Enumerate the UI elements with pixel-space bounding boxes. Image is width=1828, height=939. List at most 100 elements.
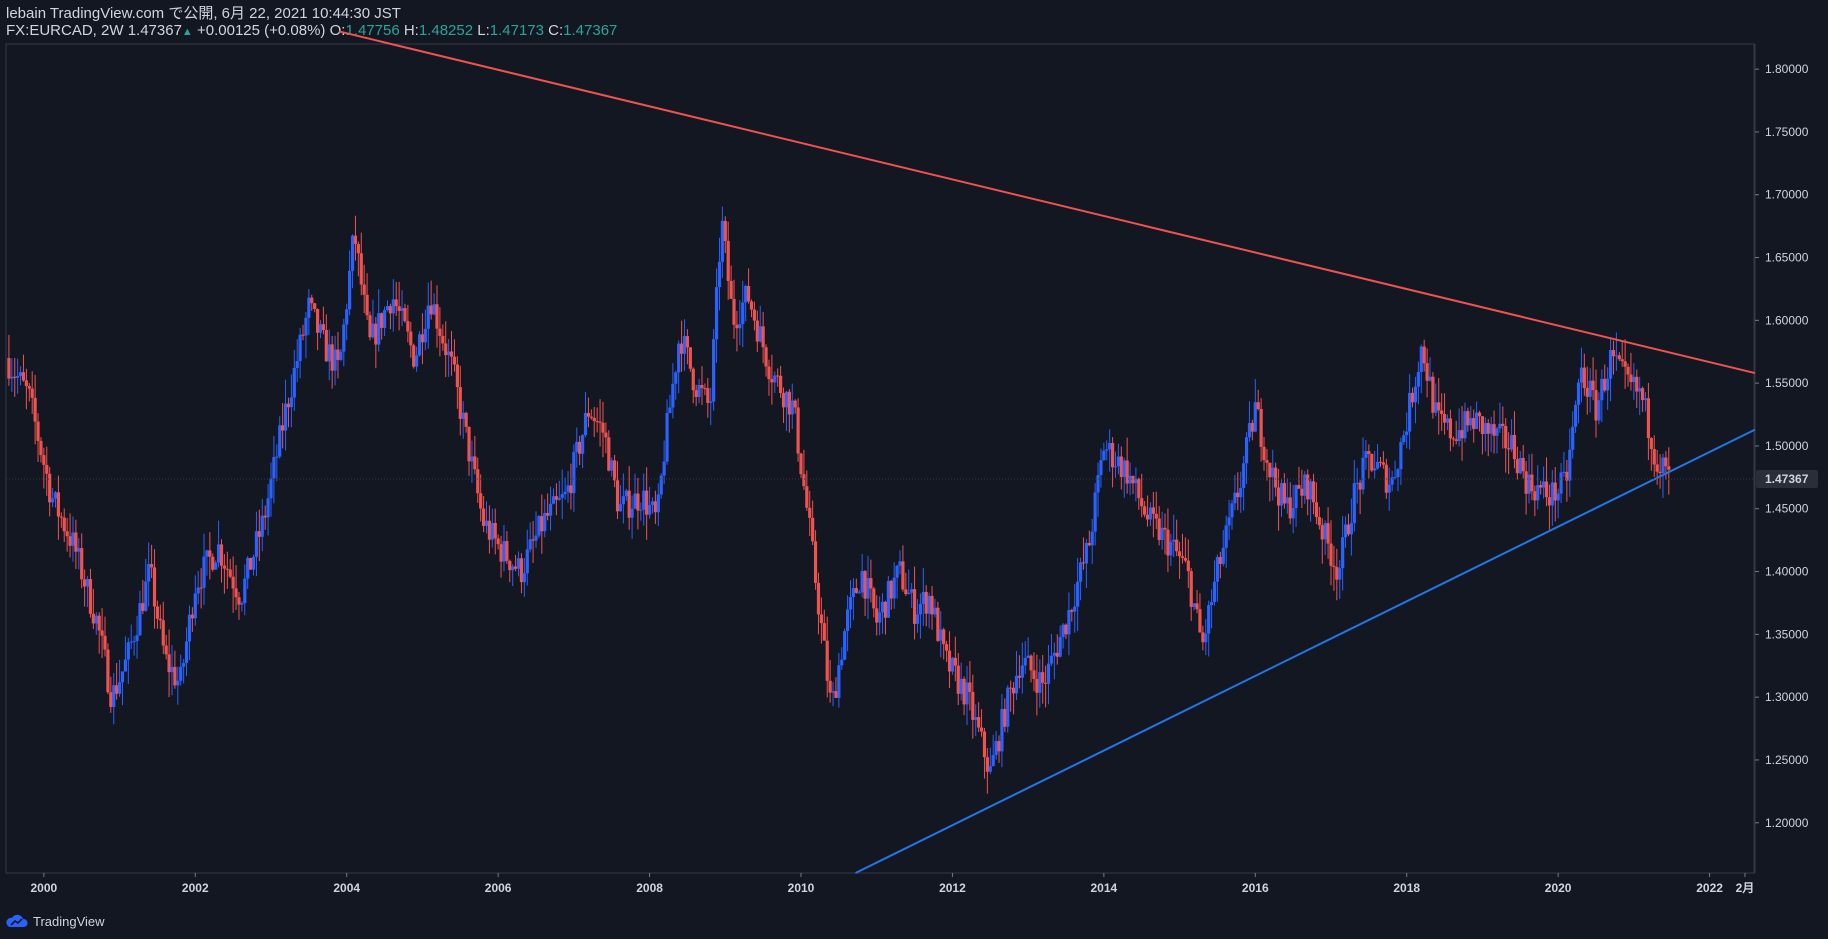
- candle-body: [714, 287, 719, 340]
- candle-body: [688, 347, 692, 369]
- candle-body: [1358, 482, 1362, 490]
- low-label: L:: [477, 22, 490, 39]
- candle-body: [295, 361, 299, 368]
- candle-body: [1530, 474, 1534, 492]
- candle-body: [930, 595, 934, 615]
- candle-body: [682, 336, 687, 354]
- candle-body: [703, 387, 707, 389]
- candle-body: [580, 435, 585, 454]
- candle-body: [921, 591, 925, 604]
- candle-body: [653, 501, 657, 513]
- candle-body: [30, 388, 34, 398]
- candle-body: [618, 504, 623, 512]
- candle-body: [339, 351, 343, 360]
- candle-body: [1509, 434, 1514, 450]
- candle-body: [968, 682, 972, 692]
- candle-body: [761, 326, 765, 348]
- candle-body: [1233, 492, 1237, 504]
- candle-body: [563, 491, 567, 495]
- candle-body: [1585, 387, 1589, 397]
- candle-body: [828, 680, 832, 693]
- candle-body: [394, 299, 398, 307]
- candle-body: [441, 335, 445, 344]
- price-axis[interactable]: 1.80000 1.75000 1.70000 1.65000 1.60000 1.550…: [1755, 62, 1809, 830]
- candle-body: [1078, 562, 1083, 582]
- candle-body: [1119, 456, 1123, 478]
- candle-body: [604, 432, 608, 438]
- candle-body: [927, 595, 931, 614]
- candle-body: [1300, 488, 1304, 496]
- candle-body: [729, 280, 733, 299]
- candle-body: [764, 347, 768, 367]
- candle-body: [1393, 477, 1397, 479]
- open-value: 1.47756: [345, 22, 400, 39]
- candle-body: [726, 240, 730, 281]
- candle-body: [851, 588, 856, 598]
- candle-body: [895, 565, 899, 578]
- candle-body: [639, 509, 643, 511]
- candle-body: [243, 578, 247, 604]
- candle-body: [863, 571, 867, 599]
- candle-body: [1046, 663, 1051, 684]
- candle-body: [315, 309, 320, 333]
- candle-body: [1550, 482, 1554, 506]
- time-axis[interactable]: 2000 2002 2004 2006 2008 2010 2012 2014 2016 2018…: [31, 873, 1755, 895]
- x-tick-label: 2004: [333, 881, 360, 895]
- candle-body: [522, 573, 526, 583]
- candle-body: [71, 532, 75, 546]
- candle-body: [735, 324, 739, 329]
- candle-body: [481, 508, 486, 526]
- candle-body: [621, 496, 625, 505]
- open-label: O:: [329, 22, 346, 39]
- candle-body: [650, 501, 655, 506]
- candle-body: [120, 671, 125, 683]
- candle-body: [182, 663, 186, 667]
- candle-body: [554, 496, 558, 500]
- candle-body: [1396, 469, 1400, 478]
- candle-body: [572, 451, 576, 494]
- candle-body: [1291, 508, 1295, 519]
- candle-body: [16, 375, 20, 378]
- close-value: 1.47367: [563, 22, 618, 39]
- candle-body: [275, 456, 279, 458]
- candle-body: [1279, 483, 1284, 506]
- high-value: 1.48252: [418, 22, 474, 39]
- candle-body: [470, 456, 474, 462]
- up-arrow-icon: ▲: [181, 26, 193, 38]
- candle-body: [1405, 431, 1409, 436]
- candle-body: [173, 666, 177, 686]
- candle-body: [1603, 378, 1607, 391]
- candle-body: [412, 345, 416, 367]
- candle-body: [1579, 367, 1584, 383]
- candle-body: [1262, 446, 1266, 461]
- candle-body: [979, 727, 984, 732]
- candle-body: [883, 601, 888, 618]
- candle-body: [342, 324, 346, 352]
- candle-body: [292, 367, 296, 398]
- candle-body: [1326, 523, 1330, 544]
- candle-body: [1096, 475, 1100, 493]
- candle-body: [400, 308, 404, 311]
- candle-body: [318, 324, 323, 333]
- candle-body: [947, 650, 952, 672]
- x-tick-label: 2018: [1393, 881, 1420, 895]
- candle-body: [636, 493, 640, 511]
- candle-body: [65, 531, 69, 537]
- candle-body: [1608, 350, 1613, 379]
- candle-body: [1192, 603, 1196, 607]
- candle-body: [566, 485, 570, 492]
- candle-body: [575, 441, 579, 452]
- candle-body: [1527, 474, 1531, 494]
- candle-body: [732, 298, 736, 325]
- candle-body: [1038, 672, 1042, 693]
- candle-body: [187, 614, 192, 642]
- x-tick-label: 2000: [31, 881, 58, 895]
- candle-body: [583, 412, 588, 436]
- change-value: +0.00125 (+0.08%): [196, 22, 326, 39]
- candle-body: [216, 544, 221, 563]
- candle-body: [1617, 355, 1621, 360]
- candle-body: [231, 576, 235, 589]
- candle-body: [1652, 449, 1656, 465]
- candle-body: [936, 607, 940, 641]
